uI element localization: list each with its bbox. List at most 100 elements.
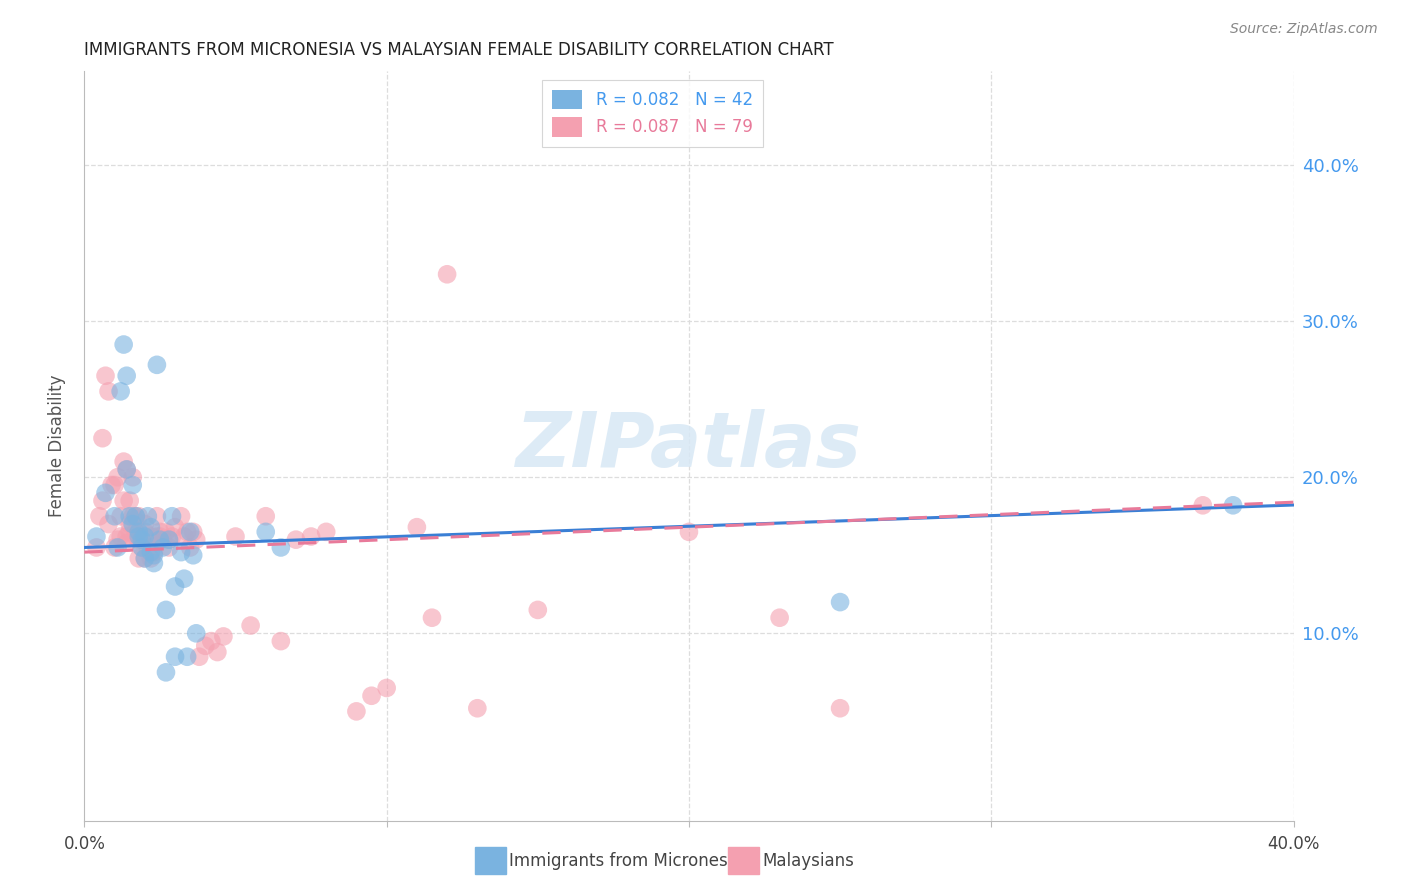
Point — [1222, 498, 1244, 512]
Point — [179, 524, 201, 539]
Point — [179, 541, 201, 555]
Point — [110, 530, 132, 544]
Point — [131, 533, 153, 547]
Point — [118, 517, 141, 532]
Point — [97, 517, 120, 532]
Point — [406, 520, 429, 534]
Point — [139, 520, 162, 534]
Point — [136, 509, 159, 524]
Point — [769, 611, 792, 625]
Point — [1192, 498, 1215, 512]
Point — [142, 545, 165, 559]
Point — [112, 337, 135, 351]
Point — [118, 524, 141, 539]
Point — [239, 618, 262, 632]
Point — [104, 509, 127, 524]
Point — [176, 649, 198, 664]
Y-axis label: Female Disability: Female Disability — [48, 375, 66, 517]
Point — [131, 533, 153, 547]
Point — [125, 509, 148, 524]
Point — [830, 701, 852, 715]
Point — [155, 524, 177, 539]
Point — [112, 493, 135, 508]
Point — [139, 551, 162, 566]
Point — [146, 358, 169, 372]
Point — [107, 541, 129, 555]
Point — [142, 548, 165, 563]
Point — [134, 517, 156, 532]
Point — [136, 541, 159, 555]
Point — [115, 462, 138, 476]
Point — [527, 603, 550, 617]
Point — [157, 541, 180, 555]
Point — [360, 689, 382, 703]
Point — [149, 530, 172, 544]
Point — [86, 530, 108, 544]
Text: Malaysians: Malaysians — [762, 852, 853, 870]
Point — [200, 634, 222, 648]
Point — [173, 572, 195, 586]
Point — [152, 541, 174, 555]
Point — [212, 630, 235, 644]
Point — [165, 649, 187, 664]
Point — [94, 368, 117, 383]
Point — [830, 595, 852, 609]
Point — [128, 524, 150, 539]
Point — [104, 478, 127, 492]
Point — [181, 548, 204, 563]
Point — [134, 524, 156, 539]
Point — [118, 509, 141, 524]
Point — [139, 530, 162, 544]
Point — [110, 384, 132, 399]
Point — [91, 493, 114, 508]
Point — [121, 470, 143, 484]
Text: ZIPatlas: ZIPatlas — [516, 409, 862, 483]
Point — [125, 524, 148, 539]
Point — [170, 509, 193, 524]
Point — [375, 681, 398, 695]
Point — [270, 541, 292, 555]
Legend: R = 0.082   N = 42, R = 0.087   N = 79: R = 0.082 N = 42, R = 0.087 N = 79 — [543, 79, 763, 146]
Point — [97, 384, 120, 399]
Point — [115, 530, 138, 544]
Point — [128, 551, 150, 566]
Point — [270, 634, 292, 648]
Point — [152, 533, 174, 547]
Point — [91, 431, 114, 445]
Point — [89, 509, 111, 524]
Point — [254, 509, 277, 524]
Point — [194, 639, 217, 653]
Point — [110, 509, 132, 524]
Point — [115, 462, 138, 476]
Point — [115, 368, 138, 383]
Point — [678, 524, 700, 539]
Point — [107, 533, 129, 547]
Point — [155, 603, 177, 617]
Point — [346, 705, 368, 719]
Point — [125, 509, 148, 524]
Point — [170, 545, 193, 559]
Point — [188, 649, 211, 664]
Point — [420, 611, 443, 625]
Point — [186, 626, 208, 640]
Point — [121, 517, 143, 532]
Point — [131, 541, 153, 555]
Point — [146, 509, 169, 524]
Point — [128, 533, 150, 547]
Point — [134, 551, 156, 566]
Point — [155, 665, 177, 680]
Point — [436, 268, 458, 282]
Point — [86, 541, 108, 555]
Point — [165, 580, 187, 594]
Point — [160, 509, 183, 524]
Point — [128, 530, 150, 544]
Point — [157, 533, 180, 547]
Point — [467, 701, 489, 715]
Point — [165, 520, 187, 534]
Point — [100, 478, 122, 492]
Point — [142, 556, 165, 570]
Point — [146, 530, 169, 544]
Text: IMMIGRANTS FROM MICRONESIA VS MALAYSIAN FEMALE DISABILITY CORRELATION CHART: IMMIGRANTS FROM MICRONESIA VS MALAYSIAN … — [84, 41, 834, 59]
Point — [254, 524, 277, 539]
Point — [181, 524, 204, 539]
